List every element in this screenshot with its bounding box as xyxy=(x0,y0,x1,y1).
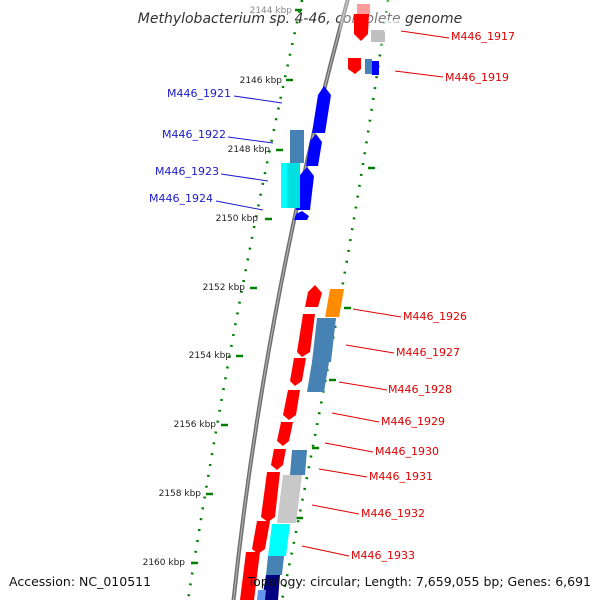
gene-reverse[interactable] xyxy=(283,390,300,420)
gene-steelblue[interactable] xyxy=(307,362,329,392)
gene-reverse[interactable] xyxy=(354,14,369,41)
kbp-label: 2146 kbp xyxy=(240,76,283,86)
gene-reverse[interactable] xyxy=(252,521,270,554)
gene-block-right xyxy=(240,285,345,600)
gene-label-m446-1917[interactable]: M446_1917 xyxy=(451,30,515,43)
kbp-label: 2144 kbp xyxy=(250,6,293,16)
accession-label: Accession: NC_010511 xyxy=(9,574,151,589)
gene-label-m446-1927[interactable]: M446_1927 xyxy=(396,346,460,359)
gene-steelblue[interactable] xyxy=(290,130,304,163)
gene-label-m446-1921[interactable]: M446_1921 xyxy=(167,87,231,100)
gene-reverse[interactable] xyxy=(290,358,306,386)
gene-forward[interactable] xyxy=(372,61,379,75)
gene-label-m446-1928[interactable]: M446_1928 xyxy=(388,383,452,396)
gene-label-m446-1929[interactable]: M446_1929 xyxy=(381,415,445,428)
gene-reverse[interactable] xyxy=(271,449,286,470)
map-title: Methylobacterium sp. 4-46, complete geno… xyxy=(138,11,462,27)
gene-forward[interactable] xyxy=(306,134,322,166)
gene-reverse[interactable] xyxy=(357,4,370,14)
gene-reverse[interactable] xyxy=(240,552,260,600)
gene-forward[interactable] xyxy=(294,211,309,220)
kbp-label: 2148 kbp xyxy=(228,145,271,155)
gene-label-m446-1926[interactable]: M446_1926 xyxy=(403,310,467,323)
gene-gray[interactable] xyxy=(277,475,302,523)
gene-label-m446-1931[interactable]: M446_1931 xyxy=(369,470,433,483)
gene-forward[interactable] xyxy=(296,167,314,210)
gene-reverse[interactable] xyxy=(297,314,315,357)
gene-reverse[interactable] xyxy=(261,472,280,522)
gene-steelblue[interactable] xyxy=(266,556,284,575)
gene-block-left xyxy=(281,86,331,220)
gene-reverse[interactable] xyxy=(277,422,293,446)
gene-orange[interactable] xyxy=(325,289,345,317)
kbp-label: 2160 kbp xyxy=(143,558,186,568)
gene-label-m446-1923[interactable]: M446_1923 xyxy=(155,165,219,178)
gene-cyan[interactable] xyxy=(268,524,290,556)
gene-steelblue[interactable] xyxy=(365,59,372,74)
kbp-label: 2154 kbp xyxy=(189,351,232,361)
gene-reverse[interactable] xyxy=(348,58,361,74)
gene-steelblue[interactable] xyxy=(312,318,336,362)
gene-label-m446-1922[interactable]: M446_1922 xyxy=(162,128,226,141)
kbp-label: 2158 kbp xyxy=(159,489,202,499)
gene-gray[interactable] xyxy=(371,30,385,42)
topology-label: Topology: circular; Length: 7,659,055 bp… xyxy=(247,574,591,589)
gene-label-m446-1919[interactable]: M446_1919 xyxy=(445,71,509,84)
kbp-label: 2150 kbp xyxy=(216,214,259,224)
left-leader-lines xyxy=(215,95,283,211)
right-leader-lines xyxy=(301,30,450,557)
kbp-label: 2156 kbp xyxy=(174,420,217,430)
gene-label-m446-1933[interactable]: M446_1933 xyxy=(351,549,415,562)
major-ticks xyxy=(191,8,375,565)
genome-backbone-highlight xyxy=(232,0,349,600)
gene-block-top xyxy=(348,4,398,75)
gene-forward[interactable] xyxy=(312,86,331,133)
gene-navy[interactable] xyxy=(262,575,280,600)
kbp-label: 2152 kbp xyxy=(203,283,246,293)
gene-label-m446-1924[interactable]: M446_1924 xyxy=(149,192,213,205)
gene-reverse[interactable] xyxy=(305,285,322,307)
gene-label-m446-1932[interactable]: M446_1932 xyxy=(361,507,425,520)
gene-label-m446-1930[interactable]: M446_1930 xyxy=(375,445,439,458)
gene-steelblue[interactable] xyxy=(290,450,307,475)
